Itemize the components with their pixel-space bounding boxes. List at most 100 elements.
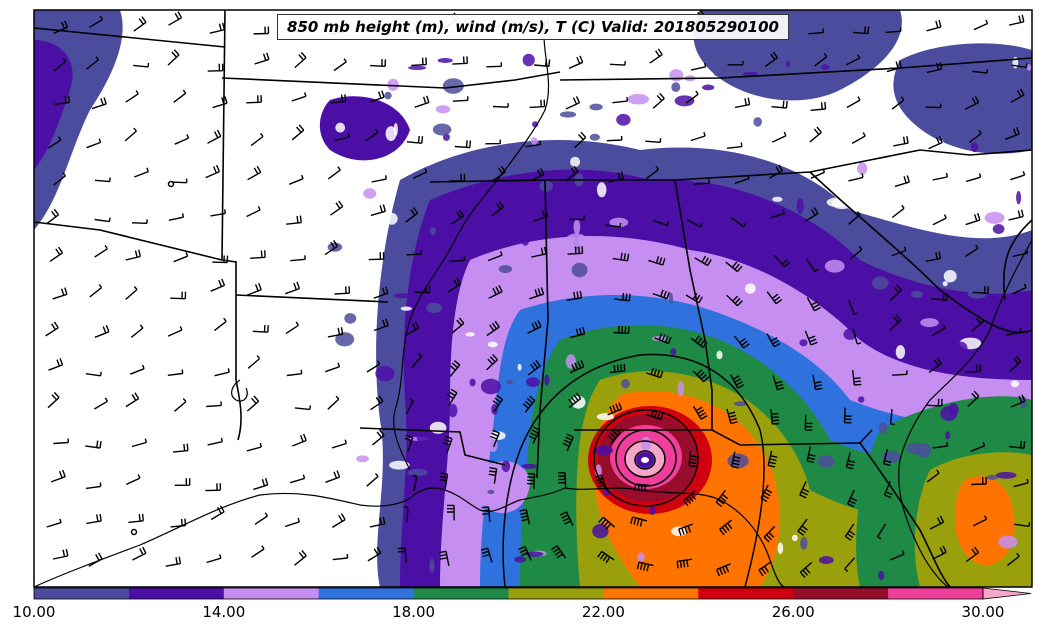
wind-barb	[810, 102, 827, 111]
field-speckle-patch	[544, 374, 550, 386]
wind-barb	[247, 355, 261, 369]
field-patch-central	[319, 96, 410, 161]
wind-barb	[131, 438, 147, 448]
wind-barb	[763, 525, 776, 543]
colorbar-tick-label: 22.00	[581, 603, 625, 621]
colorbar-tick-label: 10.00	[12, 603, 56, 621]
wind-barb	[481, 506, 491, 523]
wind-barb	[605, 222, 622, 228]
field-speckle-patch	[521, 463, 537, 469]
wind-barb	[965, 364, 982, 373]
field-speckle-patch	[878, 570, 885, 581]
wind-barb	[846, 96, 861, 109]
wind-barb	[654, 333, 672, 345]
field-speckle-patch	[696, 271, 703, 287]
wind-barb	[1012, 249, 1029, 258]
wind-barb	[47, 391, 60, 409]
wind-barb	[928, 357, 942, 373]
field-speckle-patch	[735, 236, 751, 242]
wind-barb	[288, 174, 304, 185]
wind-barb	[1010, 394, 1026, 408]
field-speckle-patch	[970, 142, 979, 153]
wind-barb	[630, 516, 648, 527]
colorbar-segment	[318, 588, 415, 599]
wind-barb	[454, 140, 472, 149]
field-speckle-patch	[967, 289, 987, 299]
wind-barb	[1010, 171, 1026, 181]
wind-barb	[252, 324, 269, 333]
wind-barb	[966, 173, 982, 183]
wind-barb	[932, 441, 949, 449]
wind-barb	[891, 96, 905, 110]
wind-barb	[128, 513, 144, 524]
wind-barb	[734, 335, 750, 349]
field-speckle-patch	[1026, 64, 1032, 71]
field-speckle-patch	[669, 69, 684, 82]
wind-barb	[370, 59, 387, 67]
wind-barb	[646, 409, 664, 421]
wind-barb	[134, 167, 149, 178]
wind-barb	[607, 402, 623, 416]
field-speckle-patch	[448, 403, 458, 418]
field-speckle-patch	[479, 462, 496, 469]
field-speckle-patch	[327, 242, 343, 252]
wind-barb	[173, 252, 189, 263]
wind-barb	[1013, 478, 1029, 488]
field-speckle-patch	[539, 180, 553, 192]
wind-barb	[406, 135, 424, 144]
wind-barb	[648, 256, 666, 266]
colorbar-segment	[793, 588, 889, 599]
field-speckle-patch	[400, 306, 412, 311]
wind-barb	[86, 56, 99, 70]
map-frame	[33, 9, 1033, 588]
colorbar-tick-label: 26.00	[771, 603, 815, 621]
wind-barb	[1009, 14, 1025, 26]
wind-barb	[758, 561, 772, 577]
wind-barb	[531, 246, 547, 258]
wind-barb	[1011, 63, 1028, 68]
wind-barb	[165, 556, 182, 567]
wind-barb	[967, 390, 980, 407]
wind-barb	[889, 284, 902, 301]
wind-barb	[52, 549, 69, 560]
wind-barb	[411, 352, 423, 369]
wind-barb	[719, 519, 733, 536]
wind-barb	[652, 219, 670, 226]
wind-barb	[207, 437, 223, 446]
wind-barb	[931, 293, 948, 302]
colorbar-tick-label: 14.00	[202, 603, 246, 621]
field-speckle-patch	[857, 162, 868, 175]
storm-eye-center	[641, 457, 649, 463]
wind-barb	[882, 449, 892, 467]
field-speckle-patch	[596, 413, 615, 421]
wind-barb	[726, 294, 743, 307]
wind-barb	[809, 126, 822, 143]
field-speckle-patch	[1013, 291, 1032, 303]
wind-barb	[414, 95, 430, 108]
wind-barb	[597, 550, 615, 564]
boundary-east-state	[1002, 219, 1032, 301]
wind-barb	[85, 440, 102, 449]
wind-barb	[442, 435, 453, 454]
colorbar-tick-label: 18.00	[392, 603, 436, 621]
wind-barb	[964, 95, 980, 110]
wind-barb	[844, 523, 856, 541]
coast-florida-panhandle	[564, 487, 786, 587]
field-speckle-patch	[469, 378, 476, 387]
field-speckle-patch	[616, 113, 631, 126]
wind-barb	[370, 204, 386, 217]
wind-barb	[330, 94, 347, 104]
colorbar-extend-arrow	[982, 587, 1032, 600]
field-speckle-patch	[603, 487, 611, 496]
wind-barb	[367, 546, 382, 562]
wind-barb	[125, 90, 139, 103]
field-speckle-patch	[1016, 190, 1022, 205]
field-speckle-patch	[671, 82, 681, 92]
wind-barb	[972, 515, 988, 527]
wind-barb	[692, 405, 708, 420]
height-contours	[130, 180, 765, 587]
wind-barb	[849, 245, 863, 260]
colorbar-outline	[33, 587, 984, 600]
field-speckle-patch	[393, 123, 398, 136]
